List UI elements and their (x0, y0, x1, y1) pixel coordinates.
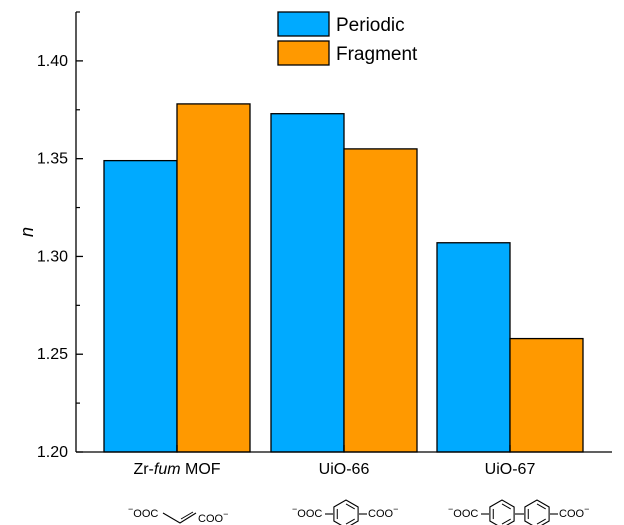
bars-group (103, 103, 584, 453)
structure-label: −OOC (128, 504, 158, 520)
y-tick-label: 1.40 (37, 53, 68, 70)
double-bond (180, 511, 194, 520)
y-tick-label: 1.35 (37, 151, 68, 168)
ring-bond (345, 518, 355, 525)
y-axis-label: n (17, 227, 37, 237)
bar-fragment (509, 337, 584, 453)
ring-bond (536, 518, 546, 525)
bar-fragment (343, 148, 418, 453)
y-tick-label: 1.25 (37, 346, 68, 363)
benzene-ring (524, 499, 550, 525)
structure-label: −OOC (292, 504, 322, 520)
structure-label: COO− (368, 504, 398, 520)
x-tick-label: UiO-67 (485, 461, 536, 478)
x-ticks: Zr-fum MOF UiO-66 UiO-67 (133, 445, 535, 478)
legend-swatch-fragment (277, 40, 330, 66)
ring-bond (501, 518, 511, 525)
legend-label-periodic: Periodic (336, 15, 405, 36)
legend-label-fragment: Fragment (336, 44, 418, 65)
x-tick-label: UiO-66 (319, 461, 370, 478)
structure-label: COO− (198, 509, 228, 525)
benzene-ring (333, 499, 359, 525)
legend: Periodic Fragment (277, 11, 418, 66)
bar-periodic (436, 242, 511, 453)
ring-bond (536, 503, 546, 510)
ring-bond (345, 503, 355, 510)
alkene-bond (162, 512, 197, 524)
linker-structures: −OOC COO− −OOC COO− −OOC COO− (128, 499, 589, 525)
y-tick-label: 1.30 (37, 248, 68, 265)
y-ticks: 1.20 1.25 1.30 1.35 1.40 (37, 11, 83, 461)
y-tick-label: 1.20 (37, 444, 68, 461)
ring-bond (501, 503, 511, 510)
structure-label: COO− (559, 504, 589, 520)
benzene-ring (489, 499, 515, 525)
bar-fragment (176, 103, 251, 453)
x-tick-label: Zr-fum MOF (133, 461, 220, 478)
bar-periodic (270, 113, 345, 453)
bar-periodic (103, 159, 178, 453)
structure-label: −OOC (448, 504, 478, 520)
legend-swatch-periodic (277, 11, 330, 37)
